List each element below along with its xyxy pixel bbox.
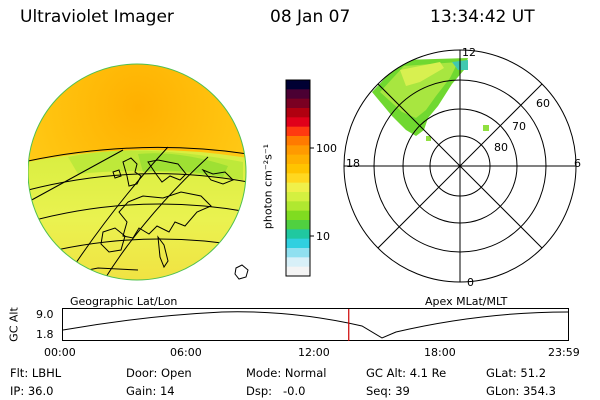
- colorbar-segment: [286, 248, 310, 258]
- colorbar-segment: [286, 266, 310, 277]
- mlat-label-70: 70: [512, 120, 526, 133]
- time-tick-2359: 23:59: [548, 346, 580, 359]
- colorbar-segment: [286, 164, 310, 174]
- colorbar-segment: [286, 201, 310, 212]
- status-gain: Gain: 14: [126, 384, 175, 398]
- colorbar-unit-label: photon cm⁻²s⁻¹: [261, 143, 275, 230]
- colorbar-segment: [286, 182, 310, 193]
- altitude-plot: [62, 308, 569, 341]
- time-tick-0600: 06:00: [170, 346, 202, 359]
- colorbar-segment: [286, 89, 310, 100]
- altitude-curve: [62, 311, 569, 339]
- status-filter: Flt: LBHL: [10, 366, 62, 380]
- colorbar-segment: [286, 145, 310, 156]
- colorbar-segment: [286, 98, 310, 109]
- status-dsp: Dsp: -0.0: [246, 384, 306, 398]
- colorbar-segment: [286, 257, 310, 268]
- apex-panel-label: Apex MLat/MLT: [425, 295, 508, 308]
- time-tick-1800: 18:00: [424, 346, 456, 359]
- island-outline: [234, 264, 249, 280]
- auroral-image: [372, 58, 489, 141]
- polar-plot: [343, 49, 577, 283]
- status-gc-alt: GC Alt: 4.1 Re: [366, 366, 447, 380]
- colorbar-segment: [286, 80, 310, 90]
- colorbar-segment: [286, 154, 310, 165]
- status-ip: IP: 36.0: [10, 384, 54, 398]
- colorbar-segment: [286, 210, 310, 221]
- colorbar-segment: [286, 220, 310, 230]
- colorbar-tick-10: 10: [316, 230, 330, 243]
- mlt-label-0: 0: [467, 276, 474, 289]
- geographic-panel-label: Geographic Lat/Lon: [70, 295, 178, 308]
- altitude-ylabel: GC Alt: [7, 307, 21, 342]
- time-tick-0000: 00:00: [44, 346, 76, 359]
- earth-disc: [28, 64, 246, 280]
- geographic-image: [28, 63, 247, 281]
- colorbar-segment: [286, 192, 310, 202]
- color-scale-bar: [285, 79, 314, 277]
- colorbar-segment: [286, 238, 310, 249]
- colorbar-tick-100: 100: [316, 142, 337, 155]
- mlat-label-60: 60: [536, 97, 550, 110]
- colorbar-segment: [286, 117, 310, 128]
- instrument-title: Ultraviolet Imager: [20, 7, 174, 27]
- colorbar-segment: [286, 136, 310, 146]
- mlt-label-18: 18: [346, 157, 360, 170]
- colorbar-segment: [286, 173, 310, 184]
- status-glat: GLat: 51.2: [486, 366, 547, 380]
- mlt-label-12: 12: [462, 46, 476, 59]
- polar-grid: [343, 49, 577, 283]
- mlat-label-80: 80: [494, 141, 508, 154]
- colorbar-segment: [286, 229, 310, 240]
- time-label: 13:34:42 UT: [430, 7, 535, 27]
- mlt-label-6: 6: [574, 157, 581, 170]
- altitude-ytick-9: 9.0: [36, 308, 54, 321]
- status-mode: Mode: Normal: [246, 366, 327, 380]
- status-door: Door: Open: [126, 366, 192, 380]
- date-label: 08 Jan 07: [270, 7, 351, 27]
- colorbar-segment: [286, 126, 310, 137]
- status-seq: Seq: 39: [366, 384, 410, 398]
- altitude-ytick-1.8: 1.8: [36, 328, 54, 341]
- time-tick-1200: 12:00: [298, 346, 330, 359]
- colorbar-segment: [286, 108, 310, 118]
- status-glon: GLon: 354.3: [486, 384, 556, 398]
